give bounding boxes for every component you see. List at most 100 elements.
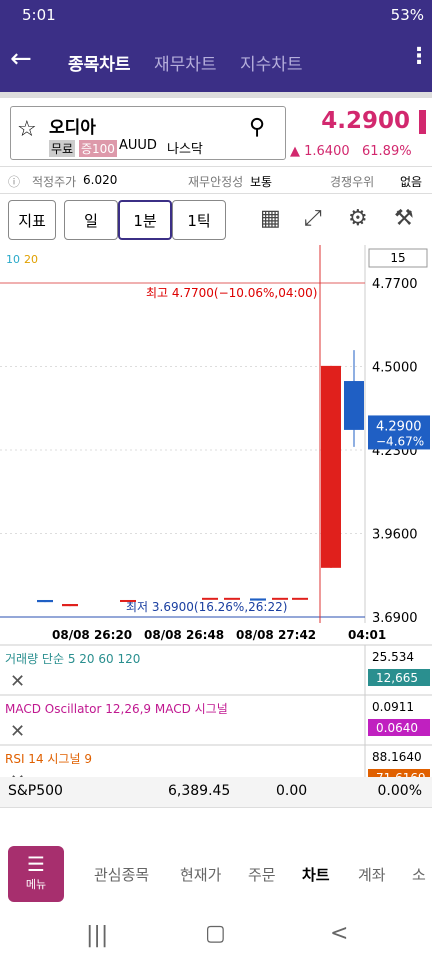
rate: 61.89% xyxy=(362,144,412,159)
search-box[interactable]: ☆ 오디아 무료 증100 AUUD 나스닥 ⚲ xyxy=(10,106,286,160)
candle-body xyxy=(292,597,308,600)
badge xyxy=(368,669,430,686)
badge-value: 0.0640 xyxy=(376,721,418,735)
high-note: 최고 4.7700(−10.06%,04:00) xyxy=(146,286,317,300)
candle-body xyxy=(321,365,341,568)
menu-label: 메뉴 xyxy=(25,878,47,891)
info-value: 없음 xyxy=(400,175,423,189)
candle-body xyxy=(224,597,240,600)
help: ⓘ xyxy=(8,175,21,189)
battery: 53% xyxy=(390,6,424,24)
badge-value: 71.6169 xyxy=(376,771,426,777)
nav-item[interactable]: 차트 xyxy=(302,866,330,884)
y-tick-label: 3.9600 xyxy=(372,528,418,543)
indicator-top: 88.1640 xyxy=(372,750,422,764)
x-tick-label: 08/08 27:42 xyxy=(236,628,316,642)
x-tick-label: 08/08 26:48 xyxy=(144,628,224,642)
change: ▲ 1.6400 xyxy=(290,144,350,159)
badge-value: 12,665 xyxy=(376,671,418,685)
tag: 나스닥 xyxy=(167,142,203,157)
x-tick-label: 08/08 26:20 xyxy=(52,628,132,642)
info-row: ⓘ 적정주가 6.020 재무안정성 보통 경쟁우위 없음 xyxy=(0,166,432,194)
more[interactable]: ⋮ xyxy=(408,44,430,69)
candle-body xyxy=(37,599,53,603)
candle-body xyxy=(62,604,78,607)
close-icon: ✕ xyxy=(10,721,25,742)
indicator-label: RSI 14 시그널 9 xyxy=(5,752,92,766)
index-row: S&P500 6,389.45 0.00 0.00% xyxy=(0,777,432,807)
nav-item[interactable]: 현재가 xyxy=(180,866,222,884)
index-change: 0.00 xyxy=(276,783,308,799)
ma-label: 20 xyxy=(24,253,38,266)
y-tick-label: 3.6900 xyxy=(372,611,418,626)
current-box xyxy=(368,415,430,450)
nav-item[interactable]: 소 xyxy=(412,866,426,884)
tab[interactable]: 종목차트 xyxy=(68,55,131,75)
candle-body xyxy=(120,599,136,602)
button[interactable]: 지표 xyxy=(8,200,56,240)
header: ← 종목차트 재무차트 지수차트 ⋮ xyxy=(0,30,432,92)
current-rate: −4.67% xyxy=(376,434,424,448)
indicator-label: MACD Oscillator 12,26,9 MACD 시그널 xyxy=(5,702,228,716)
tag: AUUD xyxy=(119,138,157,153)
tab[interactable]: 지수차트 xyxy=(240,55,303,75)
badge xyxy=(368,769,430,777)
button[interactable]: 1틱 xyxy=(172,200,226,240)
back[interactable]: < xyxy=(330,921,349,946)
info-label: 재무안정성 xyxy=(188,175,244,189)
ma-label: 10 xyxy=(6,253,20,266)
indicator-label: 거래량 단순 5 20 60 120 xyxy=(5,652,140,666)
recent[interactable]: ||| xyxy=(86,923,109,948)
menu-button[interactable]: ☰ 메뉴 xyxy=(8,846,64,902)
candle-body xyxy=(272,597,288,600)
nav-item[interactable]: 관심종목 xyxy=(94,866,150,884)
expand-icon[interactable]: ⤢ xyxy=(304,206,322,231)
tag: 무료 xyxy=(49,140,76,157)
candle-body xyxy=(250,598,266,601)
home[interactable]: ▢ xyxy=(205,921,226,946)
current-label: 4.2900 xyxy=(376,419,422,434)
bottom-nav: ☰ 메뉴 관심종목 현재가 주문 차트 계좌 소 xyxy=(0,807,432,905)
stock-name: 오디아 xyxy=(49,118,96,138)
time: 5:01 xyxy=(22,6,56,24)
tools-icon[interactable]: ⚒ xyxy=(394,206,414,231)
close-icon: ✕ xyxy=(10,671,25,692)
grid-icon[interactable]: ▦ xyxy=(260,206,281,231)
time-axis xyxy=(0,623,432,645)
tag: 증100 xyxy=(79,140,117,157)
index-value: 6,389.45 xyxy=(168,783,231,799)
indicator-top: 0.0911 xyxy=(372,700,414,714)
star[interactable]: ☆ xyxy=(17,117,37,142)
count-box xyxy=(368,248,428,268)
info-label: 적정주가 xyxy=(32,175,77,189)
settings-icon[interactable]: ⚙ xyxy=(348,206,368,231)
x-tick-label: 04:01 xyxy=(348,628,386,642)
search-icon[interactable]: ⚲ xyxy=(249,115,266,140)
info-label: 경쟁우위 xyxy=(330,175,375,189)
system-nav: ||| ▢ < xyxy=(0,905,432,963)
candle-body xyxy=(202,597,218,600)
tab[interactable]: 재무차트 xyxy=(154,55,217,75)
price-bar xyxy=(419,110,426,134)
y-tick-label: 4.5000 xyxy=(372,361,418,376)
price: 4.2900 xyxy=(321,108,410,134)
candle-body xyxy=(344,381,364,430)
y-tick-label: 4.7700 xyxy=(372,277,418,292)
indicator-top: 25.534 xyxy=(372,650,414,664)
button[interactable]: 1분 xyxy=(118,200,172,240)
info-value: 보통 xyxy=(250,175,273,189)
index-rate: 0.00% xyxy=(377,783,422,799)
index-name: S&P500 xyxy=(8,783,63,799)
nav-item[interactable]: 주문 xyxy=(248,866,276,884)
divider xyxy=(0,92,432,98)
nav-item[interactable]: 계좌 xyxy=(358,866,386,884)
count: 15 xyxy=(390,251,405,265)
button[interactable]: 일 xyxy=(64,200,118,240)
back[interactable]: ← xyxy=(10,44,32,74)
low-note: 최저 3.6900(16.26%,26:22) xyxy=(126,600,287,614)
close-icon: ✕ xyxy=(10,771,25,777)
info-value: 6.020 xyxy=(83,173,118,187)
badge xyxy=(368,719,430,736)
